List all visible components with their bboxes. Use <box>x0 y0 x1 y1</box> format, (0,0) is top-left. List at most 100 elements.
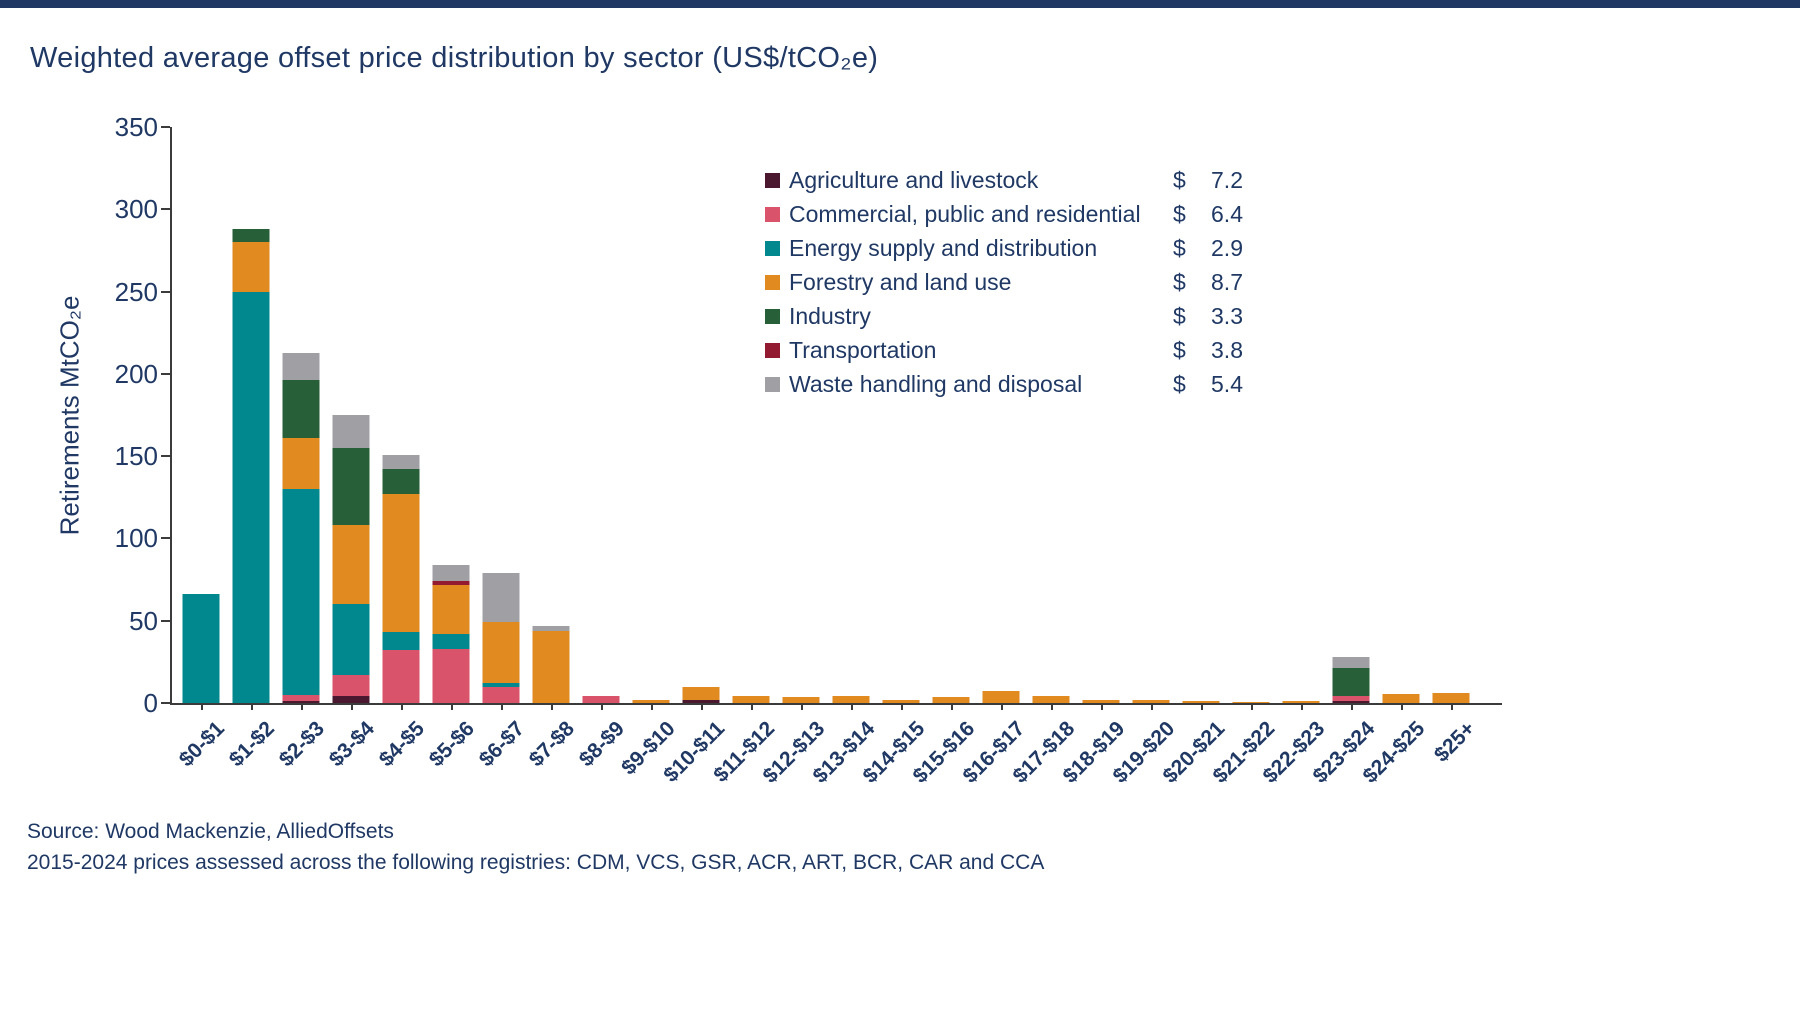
bar-segment <box>482 686 520 703</box>
y-tick-mark <box>161 372 170 375</box>
bar-segment <box>232 229 270 243</box>
x-tick-label: $4-$5 <box>375 717 430 772</box>
legend-avg-price: 7.2 <box>1211 166 1243 193</box>
x-tick-label: $2-$3 <box>275 717 330 772</box>
bar-segment <box>832 695 870 703</box>
y-tick-label: 150 <box>114 441 158 472</box>
legend-swatch <box>765 206 780 222</box>
stacked-bar <box>432 564 470 703</box>
bar-segment <box>382 454 420 470</box>
bar-segment <box>582 696 620 703</box>
y-tick-label: 0 <box>143 688 158 718</box>
bar-segment <box>982 690 1020 703</box>
stacked-bar <box>782 697 820 703</box>
stacked-bar <box>532 625 570 703</box>
legend-currency-symbol: $ <box>1173 336 1186 363</box>
bars-container: $0-$1 $1-$2 $2-$3 $3-$4 $4-$5 $5-$6 $6-$7 $7-$8… <box>172 127 1502 788</box>
x-tick-mark <box>201 703 203 710</box>
bar-segment <box>332 447 370 526</box>
bar-segment <box>332 675 370 697</box>
y-tick-mark <box>161 537 170 540</box>
y-tick-mark <box>161 702 170 704</box>
bar-segment <box>432 648 470 703</box>
bar-segment <box>1332 656 1370 669</box>
stacked-bar <box>582 696 620 703</box>
x-tick-mark <box>701 703 703 710</box>
bar-segment <box>232 242 270 292</box>
bar-segment <box>432 581 470 585</box>
legend-item: Waste handling and disposal $5.4 <box>765 367 1243 401</box>
bar-slot: $3-$4 <box>325 127 379 771</box>
bar-slot: $24-$25 <box>1358 127 1429 788</box>
bar-segment <box>382 650 420 703</box>
bar-segment <box>432 564 470 582</box>
bar-segment <box>1182 700 1220 703</box>
bar-segment <box>1232 702 1270 703</box>
bar-segment <box>682 699 720 703</box>
x-tick-mark <box>351 703 353 710</box>
bar-slot: $19-$20 <box>1108 127 1179 788</box>
x-tick-mark <box>301 703 303 710</box>
stacked-bar <box>682 686 720 703</box>
legend-currency-symbol: $ <box>1173 166 1186 193</box>
bar-segment <box>282 380 320 439</box>
stacked-bar <box>182 594 220 703</box>
x-tick-mark <box>251 703 253 710</box>
bar-slot: $25+ <box>1426 127 1479 767</box>
bar-segment <box>282 694 320 702</box>
top-accent-bar <box>0 0 1800 8</box>
bar-slot: $15-$16 <box>908 127 979 788</box>
y-tick-mark <box>161 455 170 458</box>
stacked-bar <box>632 699 670 703</box>
y-tick-mark <box>161 208 170 211</box>
chart-title: Weighted average offset price distributi… <box>30 42 879 74</box>
stacked-bar <box>282 352 320 703</box>
bar-slot: $21-$22 <box>1208 127 1279 788</box>
x-tick-mark <box>651 703 653 710</box>
bar-segment <box>332 525 370 605</box>
bar-segment <box>482 683 520 687</box>
source-note: Source: Wood Mackenzie, AlliedOffsets 20… <box>27 816 1044 878</box>
bar-slot: $22-$23 <box>1258 127 1329 788</box>
x-tick-label: $1-$2 <box>225 717 280 772</box>
legend-currency-symbol: $ <box>1173 370 1186 397</box>
x-tick-mark <box>901 703 903 710</box>
x-tick-mark <box>751 703 753 710</box>
y-tick-label: 100 <box>114 523 158 554</box>
bar-segment <box>282 352 320 381</box>
bar-segment <box>382 469 420 495</box>
bar-slot: $12-$13 <box>758 127 829 788</box>
y-tick-mark <box>161 126 170 128</box>
bar-slot: $9-$10 <box>617 127 679 780</box>
legend-swatch <box>765 240 780 256</box>
legend-item-label: Agriculture and livestock <box>789 166 1039 193</box>
bar-segment <box>482 573 520 623</box>
bar-slot: $8-$9 <box>575 127 629 771</box>
legend: Agriculture and livestock $7.2 Commercial,… <box>765 163 1243 401</box>
y-tick-label: 200 <box>114 358 158 389</box>
stacked-bar <box>1232 702 1270 703</box>
stacked-bar <box>1282 701 1320 703</box>
x-tick-mark <box>1001 703 1003 710</box>
y-tick-mark <box>161 619 170 622</box>
source-line-1: Source: Wood Mackenzie, AlliedOffsets <box>27 820 394 843</box>
x-tick-mark <box>1251 703 1253 710</box>
bar-slot: $10-$11 <box>659 127 729 787</box>
bar-slot: $4-$5 <box>375 127 429 771</box>
legend-avg-price: 8.7 <box>1211 268 1243 295</box>
stacked-bar <box>732 696 770 703</box>
x-tick-mark <box>1051 703 1053 710</box>
stacked-bar <box>1432 693 1470 703</box>
bar-segment <box>1082 699 1120 703</box>
stacked-bar <box>1182 700 1220 703</box>
stacked-bar <box>1332 656 1370 703</box>
legend-item-label: Commercial, public and residential <box>789 200 1141 227</box>
source-line-2: 2015-2024 prices assessed across the fol… <box>27 851 1045 874</box>
bar-segment <box>532 625 570 631</box>
plot-area: $0-$1 $1-$2 $2-$3 $3-$4 $4-$5 $5-$6 $6-$7 $7-$8… <box>115 114 1502 788</box>
legend-currency-symbol: $ <box>1173 302 1186 329</box>
legend-item: Agriculture and livestock $7.2 <box>765 163 1243 197</box>
legend-swatch <box>765 308 780 324</box>
stacked-bar <box>882 699 920 703</box>
